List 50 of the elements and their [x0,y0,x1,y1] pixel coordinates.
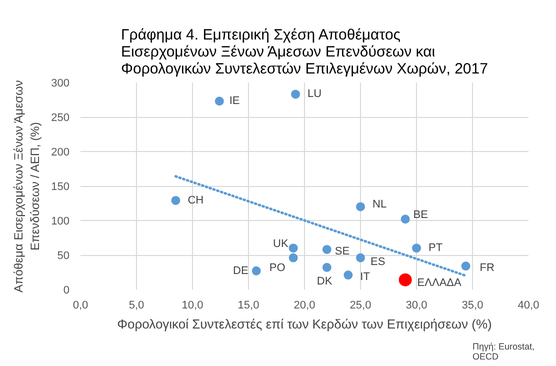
point [356,253,365,262]
x-tick-label: 40,0 [518,300,540,312]
y-tick-label: 150 [51,181,70,193]
annotation: CH [188,194,204,206]
point [291,90,300,99]
x-tick-label: 5,0 [128,300,144,312]
y-axis-title: Απόθεμα Εισερχομένων Ξένων Άμεσων Επενδύσεων / ΑΕΠ, (%) [11,80,42,292]
annotation: ΕΛΛΑΔΑ [417,276,462,289]
annotation: IE [229,95,240,108]
point [322,262,332,272]
point [412,244,421,253]
point [288,253,298,262]
annotation: ES [370,256,386,268]
point [400,214,410,224]
y-tick-label: 50 [57,250,70,262]
x-tick-label: 25,0 [350,300,372,312]
annotation: BE [413,209,428,222]
x-tick-label: 15,0 [238,300,260,312]
annotation: DK [316,275,333,288]
annotation: IT [360,271,370,284]
y-tick-label: 300 [51,78,70,90]
point [322,244,332,254]
point [171,196,180,205]
x-tick-label: 35,0 [462,300,484,312]
annotation: UK [273,238,289,250]
point [288,244,298,253]
x-tick-label: 10,0 [182,300,204,312]
x-tick-label: 0,0 [72,300,88,312]
annotation: LU [308,88,322,100]
point [214,96,224,106]
point [398,273,412,286]
chart-title: Γράφημα 4. Εμπειρική Σχέση Αποθέματος Εισερχομένων Ξένων Άμεσων Επενδύσεων και Φορολογικών Συντελεστών Επιλεγμένων Χωρών, 2017 [121,26,488,78]
point [344,270,353,280]
point [252,266,261,276]
x-tick-label: 20,0 [294,300,316,312]
annotation: NL [372,198,387,211]
annotation: PT [428,242,443,254]
x-axis-title: Φορολογικοί Συντελεστές επί των Κερδών των Επιχειρήσεων (%) [117,316,492,332]
point [356,202,365,212]
point [461,262,470,271]
annotation: PO [269,262,286,274]
x-tick-label: 30,0 [406,300,428,312]
y-tick-label: 0 [63,284,70,296]
annotation: SE [334,245,350,258]
annotation: FR [480,262,494,274]
annotation: DE [233,264,248,277]
y-tick-label: 200 [51,146,70,158]
text: Πηγή: Eurostat, OECD [472,342,534,362]
y-tick-label: 250 [51,112,70,124]
y-tick-label: 100 [51,216,70,228]
